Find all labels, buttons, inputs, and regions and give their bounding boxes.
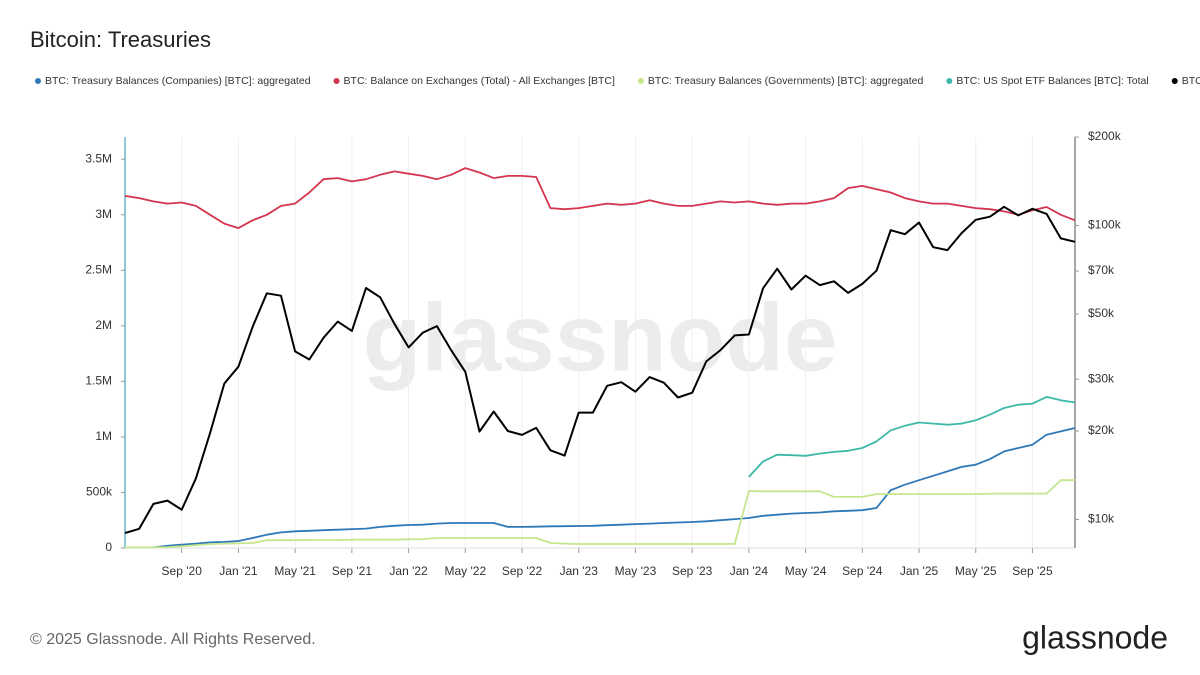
footer: © 2025 Glassnode. All Rights Reserved. (30, 631, 316, 648)
legend-label: BTC: Treasury Balances (Companies) [BTC]… (45, 75, 311, 87)
series-line (124, 205, 1076, 534)
legend-swatch (333, 78, 340, 84)
x-tick-label: Sep '20 (162, 564, 203, 578)
legend-swatch (1171, 78, 1178, 84)
legend-swatch (946, 78, 953, 84)
watermark: glassnode (363, 284, 838, 391)
y2-tick-label: $20k (1088, 423, 1115, 437)
x-tick-label: Jan '21 (219, 564, 258, 578)
x-tick-label: Sep '23 (672, 564, 713, 578)
y-tick-label: 0 (105, 540, 112, 554)
legend-label: BTC: US Spot ETF Balances [BTC]: Total (956, 75, 1148, 87)
x-tick-label: Sep '25 (1012, 564, 1053, 578)
x-tick-label: May '21 (274, 564, 316, 578)
y-tick-label: 500k (86, 485, 113, 499)
x-tick-label: May '23 (615, 564, 657, 578)
chart-title: Bitcoin: Treasuries (30, 27, 211, 52)
y-tick-label: 1.5M (85, 374, 112, 388)
series-line (124, 167, 1076, 229)
x-tick-label: Jan '24 (730, 564, 769, 578)
x-tick-label: Jan '25 (900, 564, 939, 578)
x-tick-label: Jan '23 (560, 564, 599, 578)
x-tick-label: Sep '22 (502, 564, 543, 578)
y2-tick-label: $10k (1088, 512, 1115, 526)
series-line (125, 479, 1075, 549)
legend-label: BTC: Treasury Balances (Governments) [BT… (648, 75, 924, 87)
x-tick-label: May '25 (955, 564, 997, 578)
y2-tick-label: $70k (1088, 263, 1115, 277)
x-tick-label: Sep '21 (332, 564, 373, 578)
legend-swatch (35, 78, 41, 84)
x-tick-label: May '24 (785, 564, 827, 578)
legend: BTC: Treasury Balances (Companies) [BTC]… (35, 75, 1200, 87)
x-tick-label: May '22 (444, 564, 486, 578)
y2-tick-label: $200k (1088, 129, 1122, 143)
legend-label: BTC: Balance on Exchanges (Total) - All … (344, 75, 615, 87)
y2-tick-label: $100k (1088, 218, 1122, 232)
x-tick-label: Sep '24 (842, 564, 883, 578)
y-tick-label: 2.5M (85, 262, 112, 276)
y-tick-label: 3.5M (85, 151, 112, 165)
series-line (748, 396, 1076, 478)
legend-label: BTC: Price [USD] (1182, 75, 1200, 87)
y2-tick-label: $30k (1088, 371, 1115, 385)
y2-tick-label: $50k (1088, 306, 1115, 320)
logo: glassnode (1022, 619, 1168, 655)
y-tick-label: 3M (95, 207, 112, 221)
series-line (153, 427, 1076, 549)
x-tick-label: Jan '22 (389, 564, 428, 578)
y-tick-label: 2M (95, 318, 112, 332)
y-tick-label: 1M (95, 429, 112, 443)
legend-swatch (637, 78, 644, 84)
